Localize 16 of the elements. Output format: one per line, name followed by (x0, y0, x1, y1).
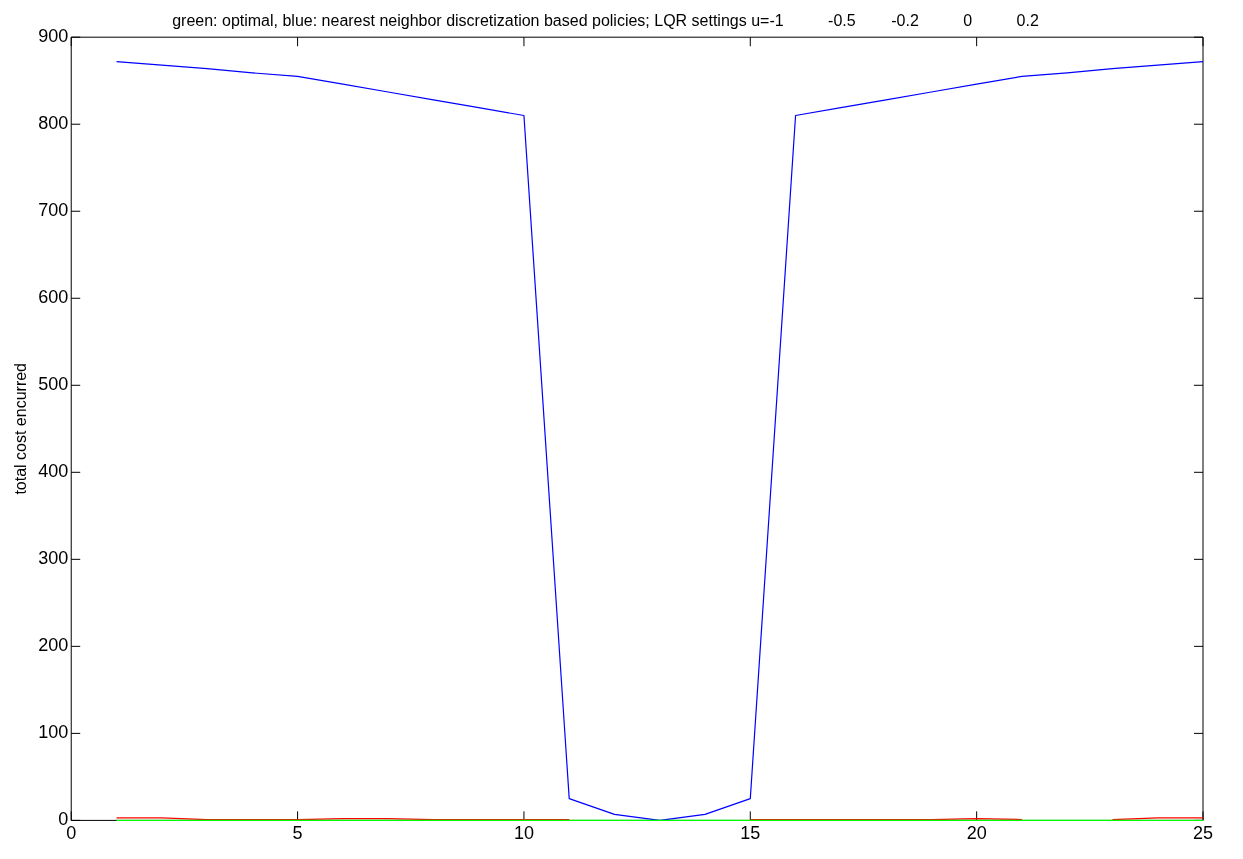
y-tick-label: 900 (38, 26, 69, 47)
x-tick-label: 20 (966, 823, 987, 844)
y-tick-label: 700 (38, 200, 69, 221)
x-tick-label: 5 (292, 823, 303, 844)
x-tick-label: 15 (740, 823, 761, 844)
y-tick-label: 600 (38, 287, 69, 308)
y-tick-label: 200 (38, 635, 69, 656)
y-tick-label: 300 (38, 548, 69, 569)
y-tick-label: 800 (38, 113, 69, 134)
y-axis-title: total cost encurred (12, 362, 30, 495)
x-tick-label: 10 (513, 823, 534, 844)
chart-title: green: optimal, blue: nearest neighbor discretization based policies; LQR settings u=-1 -0.5 -0.2 0 0.2 (172, 12, 1039, 30)
y-tick-label: 500 (38, 374, 69, 395)
x-tick-label: 25 (1192, 823, 1214, 844)
y-tick-label: 100 (38, 722, 69, 743)
y-tick-label: 400 (38, 461, 69, 482)
